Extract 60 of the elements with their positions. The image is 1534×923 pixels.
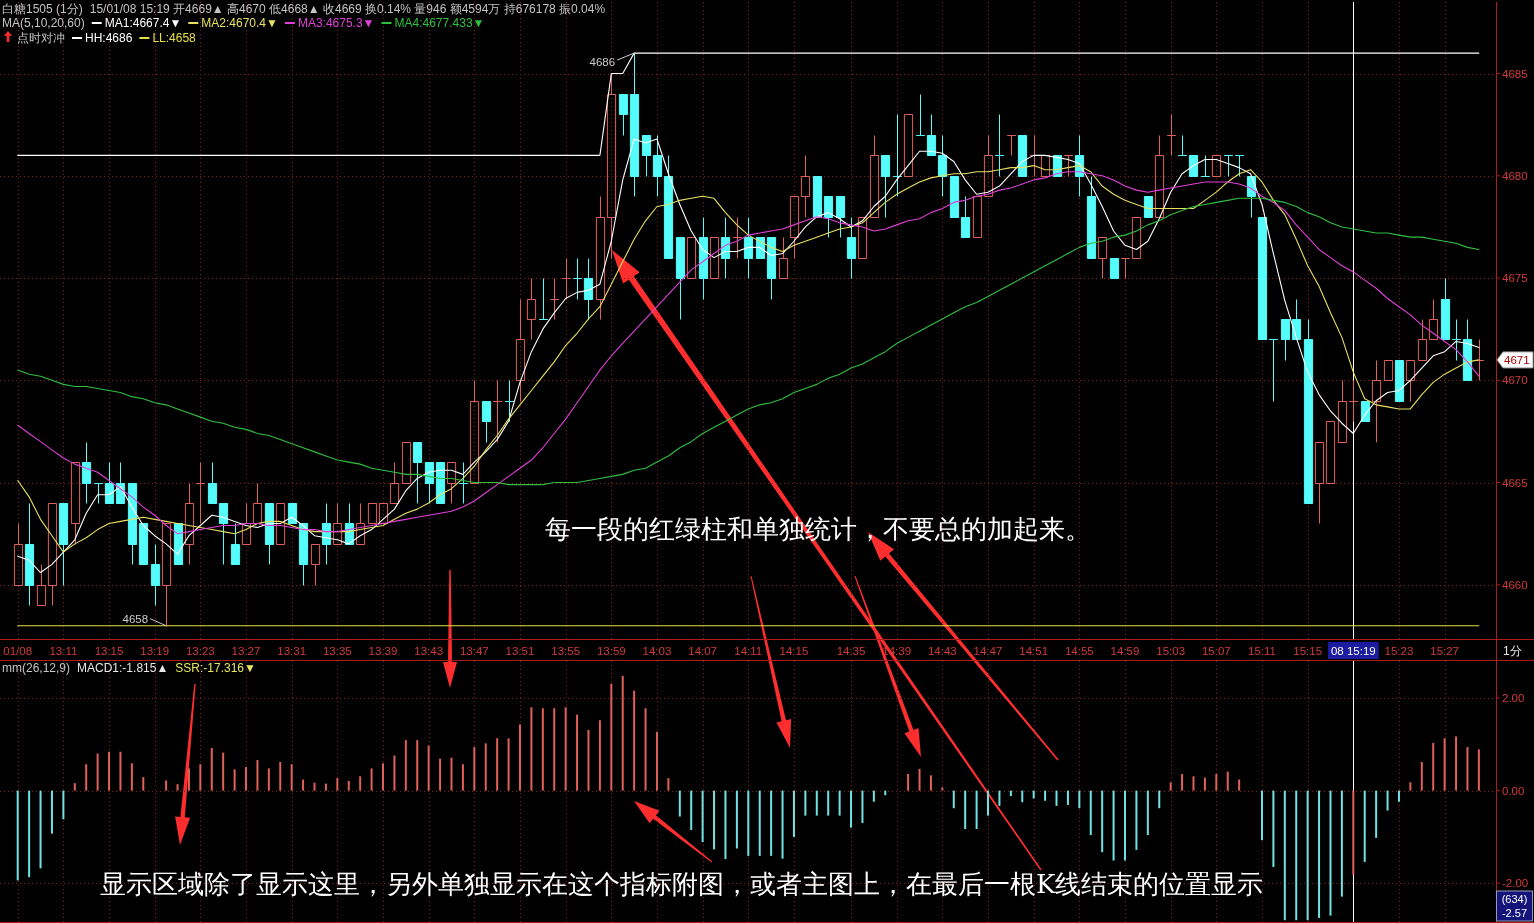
y-tick-label: 0.00 xyxy=(1502,784,1525,797)
annotation: 4686 xyxy=(589,56,616,69)
high-label: 4686 xyxy=(589,52,635,69)
y-tick-label: 4680 xyxy=(1502,169,1528,182)
x-tick-label: 14:07 xyxy=(688,645,718,657)
x-tick-label: 08 15:19 xyxy=(1330,645,1376,657)
x-tick-label: 14:51 xyxy=(1019,645,1049,657)
x-tick-label: 15:03 xyxy=(1156,645,1186,657)
legend-label: MA4:4677.433▼ xyxy=(394,16,485,30)
annotation: 显示区域除了显示这里，另外单独显示在这个指标附图，或者主图上，在最后一根K线结束的位置显示 xyxy=(100,869,1264,899)
x-tick-label: 15:11 xyxy=(1248,645,1276,657)
y-tick-label: 4670 xyxy=(1502,374,1528,387)
x-tick-label: 13:59 xyxy=(596,645,626,657)
x-tick-label: 13:39 xyxy=(368,645,398,657)
x-tick-label: 14:03 xyxy=(642,645,672,657)
annotation: 4671 xyxy=(1504,353,1530,366)
legend-label: MA1:4667.4▼ xyxy=(104,16,182,30)
x-tick-label: 14:11 xyxy=(734,645,763,657)
legend-label: LL:4658 xyxy=(152,31,197,45)
x-tick-label: 13:23 xyxy=(185,645,215,657)
annotation: 4658 xyxy=(122,612,149,625)
x-tick-label: 14:55 xyxy=(1064,645,1094,657)
x-tick-label: 13:11 xyxy=(49,645,78,657)
y-tick-label: 2.00 xyxy=(1502,692,1525,705)
header: 白糖1505 (1分) 15/01/08 15:19 开4669▲ 高4670 低4668▲ 收4669 换0.14% 量946 额4594万 持676178 振0.04% xyxy=(2,2,606,16)
legend-title: MA(5,10,20,60) xyxy=(2,16,85,30)
y-tick-label: 4665 xyxy=(1502,476,1528,489)
text: 1分 xyxy=(1503,644,1522,658)
x-tick-label: 14:35 xyxy=(836,645,866,657)
legend-label: MA2:4670.4▼ xyxy=(201,16,278,30)
x-tick-label: 15:15 xyxy=(1293,645,1323,657)
x-tick-label: 13:27 xyxy=(231,645,261,657)
y-tick-label: 4660 xyxy=(1502,578,1528,591)
x-tick-label: 14:59 xyxy=(1110,645,1140,657)
low-label: 4658 xyxy=(122,612,167,627)
x-tick-label: 13:55 xyxy=(551,645,581,657)
header: mm(26,12,9) MACD1:-1.815▲ SSR:-17.316▼ xyxy=(2,661,256,675)
x-tick-label: 13:35 xyxy=(322,645,352,657)
x-tick-label: 15:27 xyxy=(1430,645,1460,657)
y-tick-label: -2.00 xyxy=(1502,877,1529,890)
x-tick-label: 14:43 xyxy=(927,645,957,657)
x-tick-label: 13:15 xyxy=(94,645,124,657)
x-tick-label: 15:23 xyxy=(1384,645,1414,657)
x-tick-label: 13:51 xyxy=(505,645,535,657)
x-tick-label: 13:19 xyxy=(140,645,170,657)
x-tick-label: 14:15 xyxy=(779,645,809,657)
annotation: 每一段的红绿柱和单独统计，不要总的加起来。 xyxy=(545,514,1091,544)
x-tick-label: 13:31 xyxy=(277,645,307,657)
annotation: 点时对冲 xyxy=(17,31,65,45)
x-tick-label: 15:07 xyxy=(1201,645,1231,657)
x-tick-label: 13:43 xyxy=(414,645,444,657)
value-box: (634) -2.57 xyxy=(1496,890,1533,922)
legend-label: MA3:4675.3▼ xyxy=(297,16,375,30)
price-tag: 4671 xyxy=(1496,351,1534,369)
x-tick-label: 13:47 xyxy=(459,645,489,657)
y-tick-label: 4685 xyxy=(1502,67,1528,80)
y-tick-label: 4675 xyxy=(1502,272,1528,285)
legend-label: HH:4686 xyxy=(85,31,133,45)
x-tick-label: 01/08 xyxy=(3,645,33,657)
x-tick-label: 14:47 xyxy=(973,645,1003,657)
